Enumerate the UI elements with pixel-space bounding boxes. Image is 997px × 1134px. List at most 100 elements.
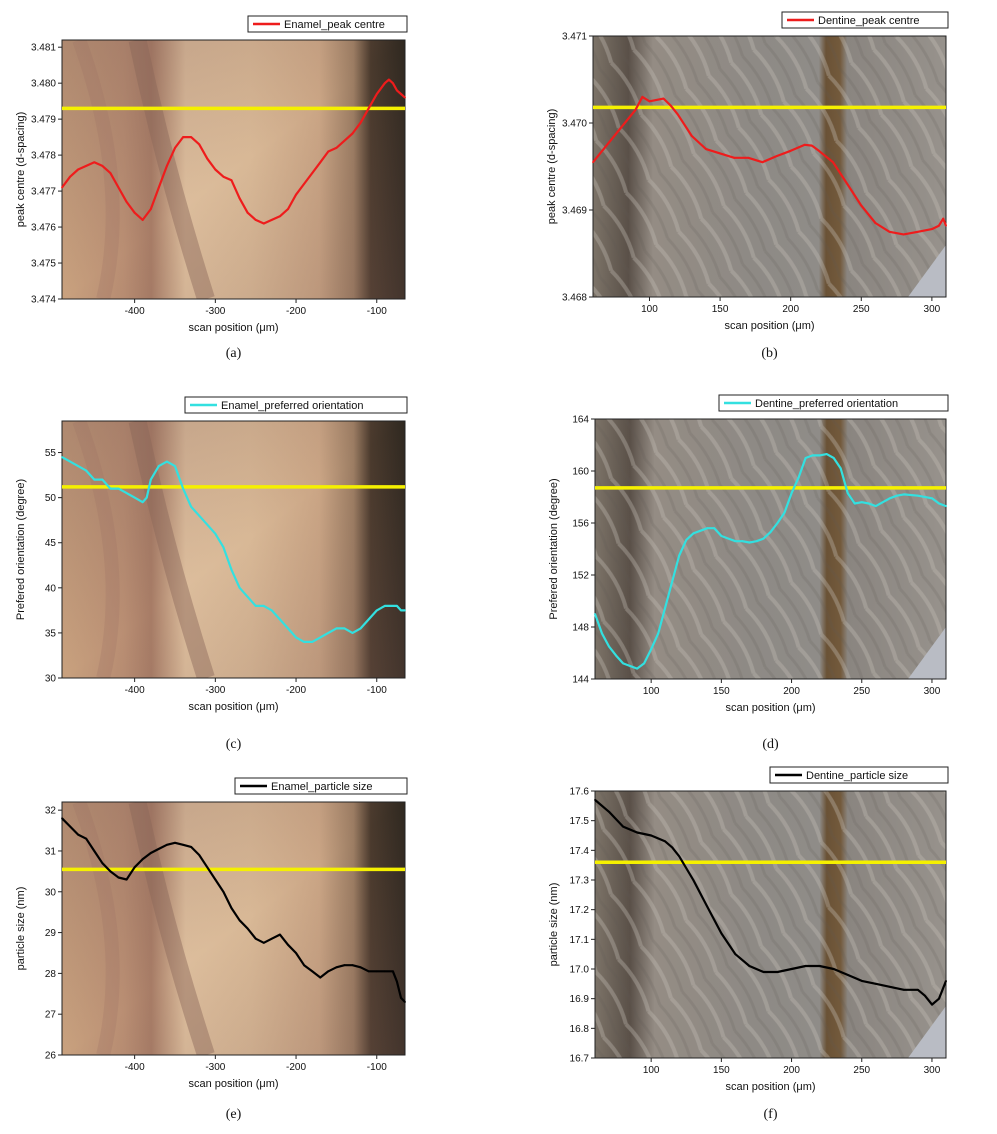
data-point: [303, 964, 305, 967]
data-point: [303, 183, 305, 185]
y-tick-label: 160: [572, 467, 589, 478]
x-tick-label: 100: [641, 304, 658, 315]
data-point: [125, 878, 128, 881]
x-tick-label: -300: [205, 306, 225, 317]
data-point: [896, 494, 898, 497]
x-axis-label: scan position (μm): [725, 702, 815, 714]
data-point: [818, 454, 821, 457]
data-point: [846, 974, 849, 976]
data-point: [622, 662, 624, 665]
legend-box: [781, 11, 949, 29]
data-point: [319, 636, 322, 639]
data-point: [157, 848, 160, 850]
data-point: [222, 890, 225, 893]
plot-frame: [594, 418, 947, 680]
data-point: [669, 104, 672, 107]
data-point: [101, 478, 104, 481]
data-point: [238, 586, 241, 589]
data-point: [650, 834, 653, 837]
data-point: [343, 139, 346, 142]
y-tick-label: 17.5: [570, 816, 590, 827]
data-point: [238, 197, 241, 200]
data-point: [214, 878, 217, 881]
data-point: [903, 988, 905, 991]
data-point: [678, 554, 681, 557]
x-tick-label: 300: [924, 686, 941, 697]
data-point: [400, 93, 402, 95]
data-point: [375, 609, 378, 612]
y-tick-label: 32: [45, 806, 57, 817]
y-tick-label: 17.3: [570, 876, 590, 887]
data-point: [734, 540, 737, 543]
data-point: [825, 453, 828, 455]
data-point: [190, 136, 193, 139]
data-point: [262, 941, 265, 944]
data-point: [117, 487, 120, 490]
data-point: [85, 165, 88, 167]
data-point: [938, 502, 940, 505]
data-point: [657, 632, 660, 635]
y-tick-label: 3.471: [562, 32, 587, 43]
data-point: [902, 233, 905, 236]
data-point: [311, 641, 314, 643]
panel-caption: (a): [226, 346, 242, 361]
y-tick-label: 28: [45, 969, 57, 980]
y-tick-label: 148: [572, 623, 589, 634]
y-axis-label: peak centre (d-spacing): [546, 109, 558, 225]
x-tick-label: 150: [713, 1065, 730, 1076]
data-point: [931, 1003, 933, 1006]
data-point: [748, 965, 751, 967]
plot-frame: [594, 790, 947, 1059]
data-point: [222, 546, 225, 549]
data-point: [888, 497, 891, 500]
data-point: [214, 532, 217, 535]
data-point: [776, 971, 779, 973]
y-tick-label: 29: [45, 928, 57, 939]
x-tick-label: -200: [286, 1062, 306, 1073]
y-tick-label: 152: [572, 571, 589, 582]
data-point: [860, 980, 863, 982]
y-tick-label: 3.470: [562, 119, 587, 130]
y-tick-label: 16.7: [570, 1054, 590, 1065]
data-point: [942, 217, 945, 220]
legend-box: [247, 15, 408, 33]
legend-label: Enamel_particle size: [271, 781, 373, 793]
data-point: [206, 866, 209, 869]
data-point: [741, 540, 744, 543]
y-tick-label: 16.9: [570, 994, 590, 1005]
data-point: [375, 93, 378, 95]
data-point: [125, 201, 128, 203]
y-axis-label: particle size (nm): [548, 883, 560, 967]
data-point: [888, 985, 891, 988]
data-point: [69, 460, 71, 463]
data-point: [327, 150, 330, 153]
chart-panel: 30 35 40 45 50 55 -400 -300 -200 -100 scan positio…: [15, 396, 408, 752]
data-point: [77, 168, 79, 171]
data-point: [608, 810, 610, 813]
data-point: [93, 161, 96, 164]
micrograph-background: [62, 40, 405, 299]
data-point: [678, 855, 681, 858]
data-point: [699, 529, 702, 532]
x-tick-label: 250: [853, 304, 870, 315]
data-point: [327, 632, 330, 634]
micrograph-background: [595, 419, 946, 679]
data-point: [608, 645, 610, 648]
data-point: [832, 457, 835, 459]
data-point: [606, 143, 608, 146]
data-point: [662, 97, 665, 100]
data-point: [860, 501, 863, 504]
data-point: [671, 846, 674, 849]
x-axis-label: scan position (μm): [724, 320, 814, 332]
x-tick-label: 150: [712, 304, 729, 315]
x-tick-label: -400: [125, 306, 145, 317]
y-tick-label: 3.478: [31, 151, 56, 162]
x-tick-label: -400: [125, 1062, 145, 1073]
y-tick-label: 3.477: [31, 187, 56, 198]
data-point: [392, 605, 394, 607]
data-point: [166, 460, 168, 463]
data-point: [351, 632, 354, 634]
data-point: [375, 970, 378, 973]
data-point: [846, 183, 849, 185]
data-point: [636, 831, 638, 834]
